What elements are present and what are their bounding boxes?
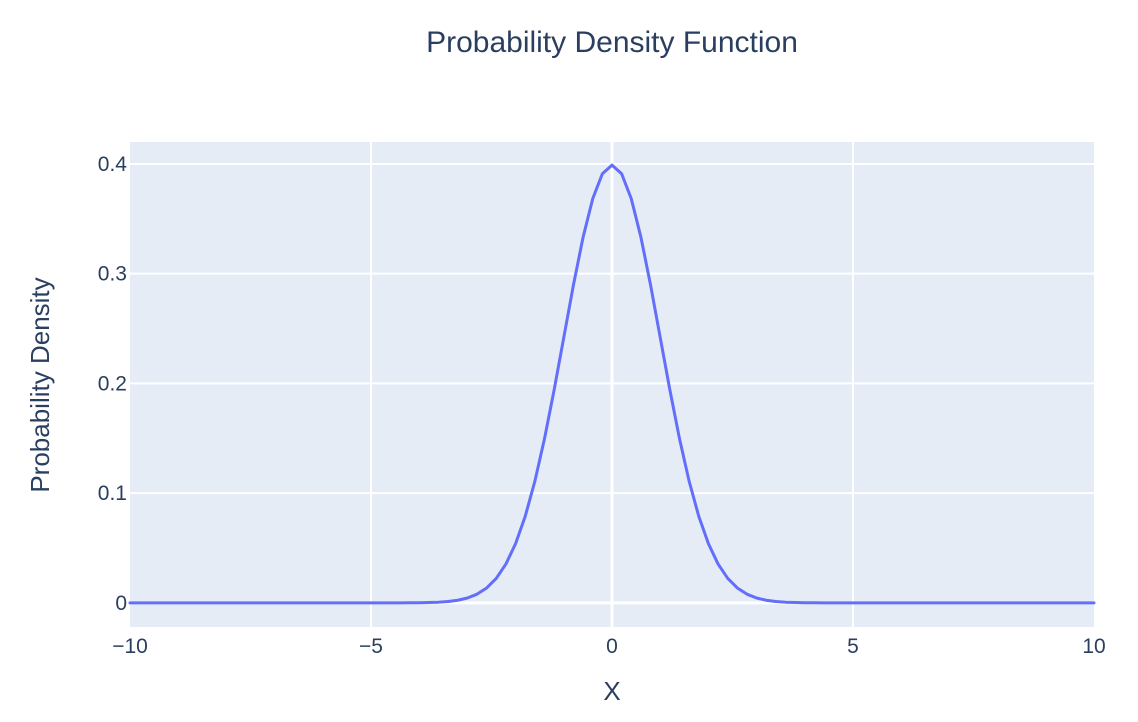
pdf-series-line [128, 163, 1096, 605]
series-layer [128, 163, 1096, 605]
x-tick-label: 5 [847, 635, 859, 658]
chart-title: Probability Density Function [426, 26, 798, 59]
y-tick-label: 0 [115, 592, 127, 615]
y-tick-label: 0.1 [98, 482, 127, 505]
x-tick-label: 10 [1082, 635, 1105, 658]
y-axis-title: Probability Density [25, 277, 55, 492]
x-tick-label: 0 [606, 635, 618, 658]
y-tick-label: 0.2 [98, 372, 127, 395]
y-tick-label: 0.4 [98, 153, 128, 176]
y-tick-label: 0.3 [98, 263, 127, 286]
tick-layer: −10 −5 0 5 10 0 0.1 0.2 0.3 0.4 [98, 153, 1106, 658]
x-axis-title: X [603, 676, 620, 706]
x-tick-label: −5 [359, 635, 383, 658]
x-tick-label: −10 [112, 635, 148, 658]
